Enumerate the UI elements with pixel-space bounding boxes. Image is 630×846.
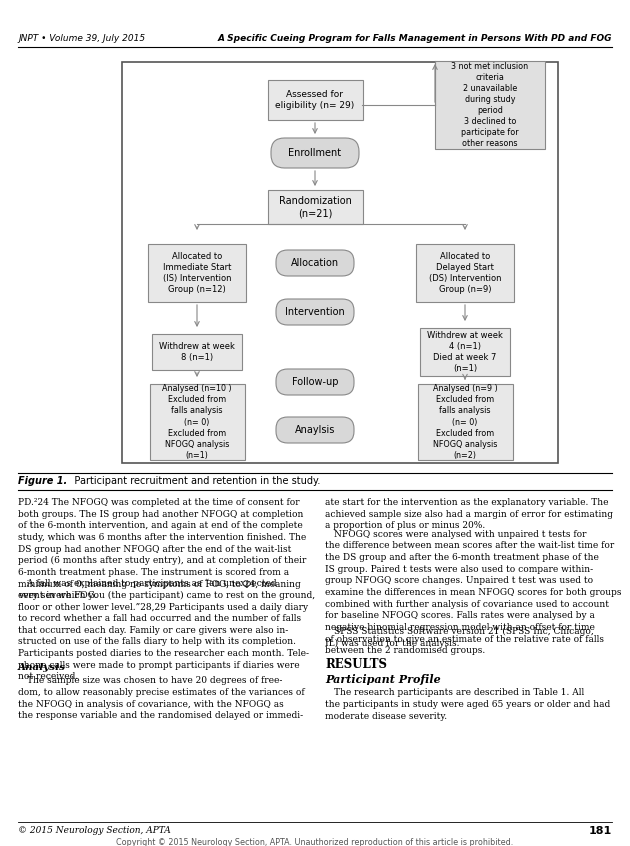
FancyBboxPatch shape [148,244,246,302]
FancyBboxPatch shape [149,384,244,460]
Text: NFOGQ scores were analysed with unpaired t tests for
the difference between mean: NFOGQ scores were analysed with unpaired… [325,530,622,655]
Text: PD.²24 The NFOGQ was completed at the time of consent for
both groups. The IS gr: PD.²24 The NFOGQ was completed at the ti… [18,498,306,601]
Text: Withdrew at week
8 (n=1): Withdrew at week 8 (n=1) [159,342,235,362]
Text: Anaylsis: Anaylsis [295,425,335,435]
FancyBboxPatch shape [418,384,512,460]
Text: A fall was explained to participants as “an unexpected
event in which you (the p: A fall was explained to participants as … [18,579,315,682]
FancyBboxPatch shape [420,328,510,376]
Text: RESULTS: RESULTS [325,658,387,672]
Text: Allocated to
Immediate Start
(IS) Intervention
Group (n=12): Allocated to Immediate Start (IS) Interv… [163,252,231,294]
Text: 3 not met inclusion
criteria
2 unavailable
during study
period
3 declined to
par: 3 not met inclusion criteria 2 unavailab… [452,62,529,148]
Text: Participant Profile: Participant Profile [325,674,441,685]
FancyBboxPatch shape [435,61,545,149]
Text: A Specific Cueing Program for Falls Management in Persons With PD and FOG: A Specific Cueing Program for Falls Mana… [217,34,612,43]
Text: Analysis: Analysis [18,663,66,673]
Text: Enrollment: Enrollment [289,148,341,158]
Text: Assessed for
eligibility (n= 29): Assessed for eligibility (n= 29) [275,90,355,110]
Text: Analysed (n=9 )
Excluded from
falls analysis
(n= 0)
Excluded from
NFOGQ analysis: Analysed (n=9 ) Excluded from falls anal… [433,384,497,459]
FancyBboxPatch shape [276,417,354,443]
FancyBboxPatch shape [122,62,558,463]
Text: Withdrew at week
4 (n=1)
Died at week 7
(n=1): Withdrew at week 4 (n=1) Died at week 7 … [427,331,503,373]
Text: Copyright © 2015 Neurology Section, APTA. Unauthorized reproduction of this arti: Copyright © 2015 Neurology Section, APTA… [117,838,513,846]
FancyBboxPatch shape [268,190,362,224]
Text: The research participants are described in Table 1. All
the participants in stud: The research participants are described … [325,689,610,721]
Text: ate start for the intervention as the explanatory variable. The
achieved sample : ate start for the intervention as the ex… [325,498,613,530]
Text: Participant recruitment and retention in the study.: Participant recruitment and retention in… [65,476,321,486]
Text: Follow-up: Follow-up [292,377,338,387]
FancyBboxPatch shape [276,250,354,276]
Text: © 2015 Neurology Section, APTA: © 2015 Neurology Section, APTA [18,826,171,835]
Text: Allocated to
Delayed Start
(DS) Intervention
Group (n=9): Allocated to Delayed Start (DS) Interven… [429,252,501,294]
FancyBboxPatch shape [416,244,514,302]
Text: Allocation: Allocation [291,258,339,268]
Text: SPSS Statistics Software version 21 (SPSS Inc, Chicago,
IL) was used for the ana: SPSS Statistics Software version 21 (SPS… [325,627,593,648]
Text: Figure 1.: Figure 1. [18,476,67,486]
FancyBboxPatch shape [271,138,359,168]
FancyBboxPatch shape [152,334,242,370]
Text: 181: 181 [589,826,612,836]
FancyBboxPatch shape [276,369,354,395]
Text: Intervention: Intervention [285,307,345,317]
Text: JNPT • Volume 39, July 2015: JNPT • Volume 39, July 2015 [18,34,145,43]
Text: Randomization
(n=21): Randomization (n=21) [278,195,352,218]
FancyBboxPatch shape [268,80,362,120]
Text: The sample size was chosen to have 20 degrees of free-
dom, to allow reasonably : The sample size was chosen to have 20 de… [18,677,305,720]
Text: Analysed (n=10 )
Excluded from
falls analysis
(n= 0)
Excluded from
NFOGQ analysi: Analysed (n=10 ) Excluded from falls ana… [162,384,232,459]
FancyBboxPatch shape [276,299,354,325]
